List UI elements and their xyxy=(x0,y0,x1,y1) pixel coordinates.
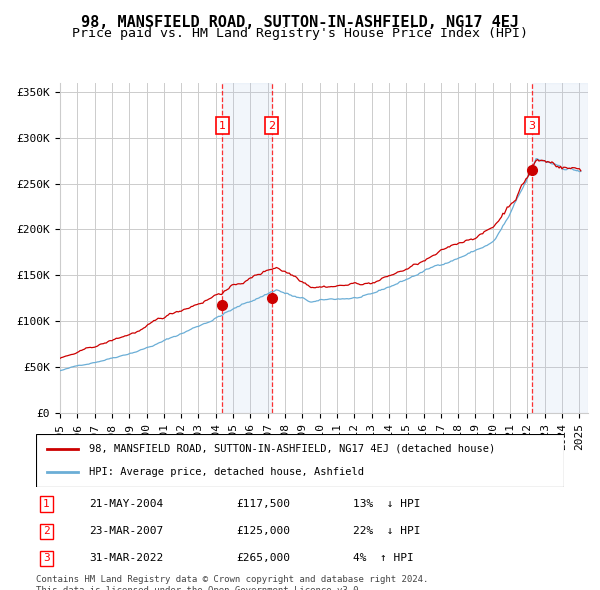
Text: 3: 3 xyxy=(43,553,50,563)
Bar xyxy=(532,83,588,413)
Text: 1: 1 xyxy=(43,499,50,509)
Text: Price paid vs. HM Land Registry's House Price Index (HPI): Price paid vs. HM Land Registry's House … xyxy=(72,27,528,40)
Text: HPI: Average price, detached house, Ashfield: HPI: Average price, detached house, Ashf… xyxy=(89,467,364,477)
Text: 13%  ↓ HPI: 13% ↓ HPI xyxy=(353,499,420,509)
Text: 2: 2 xyxy=(43,526,50,536)
Text: 22%  ↓ HPI: 22% ↓ HPI xyxy=(353,526,420,536)
Text: 21-MAY-2004: 21-MAY-2004 xyxy=(89,499,163,509)
Bar xyxy=(223,83,272,413)
Text: 23-MAR-2007: 23-MAR-2007 xyxy=(89,526,163,536)
Text: 2: 2 xyxy=(268,120,275,130)
Text: 98, MANSFIELD ROAD, SUTTON-IN-ASHFIELD, NG17 4EJ: 98, MANSFIELD ROAD, SUTTON-IN-ASHFIELD, … xyxy=(81,15,519,30)
Text: 98, MANSFIELD ROAD, SUTTON-IN-ASHFIELD, NG17 4EJ (detached house): 98, MANSFIELD ROAD, SUTTON-IN-ASHFIELD, … xyxy=(89,444,495,454)
Text: £117,500: £117,500 xyxy=(236,499,290,509)
Text: Contains HM Land Registry data © Crown copyright and database right 2024.
This d: Contains HM Land Registry data © Crown c… xyxy=(36,575,428,590)
Text: £265,000: £265,000 xyxy=(236,553,290,563)
Text: 31-MAR-2022: 31-MAR-2022 xyxy=(89,553,163,563)
Text: 1: 1 xyxy=(219,120,226,130)
Text: £125,000: £125,000 xyxy=(236,526,290,536)
Text: 3: 3 xyxy=(528,120,535,130)
FancyBboxPatch shape xyxy=(36,434,564,487)
Text: 4%  ↑ HPI: 4% ↑ HPI xyxy=(353,553,413,563)
